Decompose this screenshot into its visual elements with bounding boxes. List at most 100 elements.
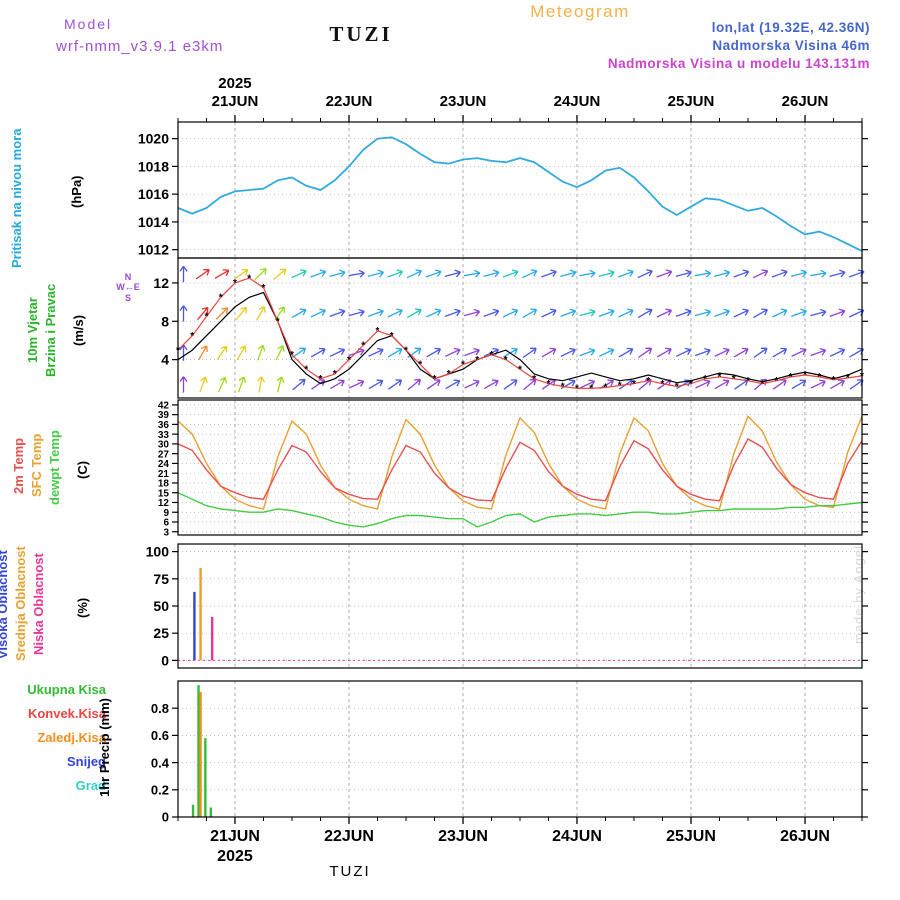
svg-text:25JUN: 25JUN: [666, 828, 716, 845]
series-2m Temp: [177, 438, 863, 502]
svg-text:*: *: [219, 293, 223, 304]
svg-text:6: 6: [163, 518, 169, 529]
svg-text:26JUN: 26JUN: [782, 93, 829, 110]
svg-text:22JUN: 22JUN: [324, 828, 374, 845]
lonlat-label: lon,lat (19.32E, 42.36N): [711, 20, 870, 35]
svg-text:*: *: [433, 374, 437, 385]
svg-text:*: *: [276, 316, 280, 327]
svg-text:0: 0: [162, 810, 169, 825]
svg-text:*: *: [247, 273, 251, 284]
svg-text:4: 4: [161, 352, 169, 368]
svg-text:*: *: [490, 350, 494, 361]
model-name: wrf-nmm_v3.9.1 e3km: [56, 38, 224, 55]
precip-total-label: Ukupna Kisa: [27, 682, 106, 697]
svg-text:TUZI: TUZI: [329, 863, 370, 880]
svg-text:30: 30: [158, 440, 170, 451]
svg-text:21JUN: 21JUN: [210, 828, 260, 845]
model-label: Model: [64, 16, 113, 32]
svg-text:0.6: 0.6: [151, 728, 169, 743]
svg-text:2025: 2025: [217, 848, 253, 865]
svg-text:26JUN: 26JUN: [780, 828, 830, 845]
svg-text:42: 42: [158, 400, 170, 411]
svg-text:*: *: [661, 379, 665, 390]
svg-text:*: *: [689, 379, 693, 390]
svg-text:*: *: [532, 374, 536, 385]
svg-text:*: *: [803, 370, 807, 381]
svg-text:1020: 1020: [138, 131, 169, 147]
svg-text:27: 27: [158, 449, 170, 460]
svg-text:75: 75: [153, 571, 169, 587]
svg-text:*: *: [461, 360, 465, 371]
svg-text:1018: 1018: [138, 158, 169, 174]
svg-text:*: *: [575, 384, 579, 395]
svg-text:0: 0: [161, 652, 169, 668]
panel-wind: 4 8 12 * * * * * * * * * * * * * * * * * * * * * * * * * * * * * * * * * * * *…: [153, 257, 868, 399]
svg-text:*: *: [632, 379, 636, 390]
compass-south: S: [124, 292, 131, 303]
precip-convective-label: Konvek.Kisa: [27, 706, 106, 721]
svg-text:3: 3: [163, 527, 169, 538]
precip-stratiform-label: Zaledj.Kisa: [37, 730, 106, 745]
time-axes: 21JUN 21JUN 22JUN 22JUN 23JUN 23JUN 24JUN 24JUN…: [177, 75, 863, 880]
series-dewpt Temp: [177, 492, 863, 528]
model-elevation-label: Nadmorska Visina u modelu 143.131m: [607, 56, 870, 71]
svg-text:100: 100: [146, 544, 170, 560]
svg-text:*: *: [846, 373, 850, 384]
precip-hail-label: Grad: [75, 778, 106, 793]
svg-text:*: *: [190, 331, 194, 342]
panel-precip: 0 0.2 0.4 0.6 0.8: [151, 680, 868, 825]
svg-text:*: *: [304, 364, 308, 375]
svg-text:*: *: [418, 360, 422, 371]
svg-text:0.8: 0.8: [151, 701, 169, 716]
svg-text:*: *: [589, 384, 593, 395]
wind-compass: N W↔E S: [106, 272, 150, 303]
svg-text:*: *: [447, 369, 451, 380]
svg-text:*: *: [832, 375, 836, 386]
svg-text:*: *: [732, 374, 736, 385]
svg-text:*: *: [618, 381, 622, 392]
svg-text:*: *: [775, 376, 779, 387]
svg-text:23JUN: 23JUN: [438, 828, 488, 845]
svg-text:21: 21: [158, 469, 170, 480]
svg-text:*: *: [789, 372, 793, 383]
svg-text:25: 25: [153, 625, 169, 641]
elevation-label: Nadmorska Visina 46m: [712, 38, 870, 53]
svg-text:33: 33: [158, 430, 170, 441]
series-speed-marked: [177, 277, 863, 389]
svg-text:22JUN: 22JUN: [326, 93, 373, 110]
svg-text:8: 8: [161, 313, 169, 329]
series-SFC Temp: [177, 415, 863, 510]
svg-text:*: *: [262, 283, 266, 294]
svg-text:*: *: [361, 340, 365, 351]
svg-text:2025: 2025: [218, 75, 251, 92]
svg-text:18: 18: [158, 479, 170, 490]
svg-text:*: *: [390, 331, 394, 342]
precip-snow-label: Snijeg: [66, 754, 106, 769]
compass-north: N: [124, 272, 132, 282]
svg-text:9: 9: [163, 508, 169, 519]
svg-text:1012: 1012: [138, 242, 169, 258]
svg-text:*: *: [233, 278, 237, 289]
series-speed: [177, 291, 863, 385]
svg-text:*: *: [518, 364, 522, 375]
panel-cloud: 0 25 50 75 100: [146, 543, 868, 669]
svg-text:21JUN: 21JUN: [212, 93, 259, 110]
svg-text:*: *: [746, 376, 750, 387]
station-title: TUZI: [329, 22, 393, 46]
svg-text:*: *: [376, 326, 380, 337]
svg-text:24: 24: [158, 459, 170, 470]
panel-pressure: 1012 1014 1016 1018 1020: [138, 121, 868, 259]
svg-text:1016: 1016: [138, 186, 169, 202]
svg-text:39: 39: [158, 410, 170, 421]
svg-text:*: *: [760, 379, 764, 390]
compass-west-east: W↔E: [116, 282, 140, 293]
svg-text:23JUN: 23JUN: [440, 93, 487, 110]
svg-text:*: *: [504, 355, 508, 366]
svg-text:*: *: [347, 355, 351, 366]
svg-text:36: 36: [158, 420, 170, 431]
series-mslp: [177, 136, 863, 252]
svg-text:*: *: [703, 374, 707, 385]
